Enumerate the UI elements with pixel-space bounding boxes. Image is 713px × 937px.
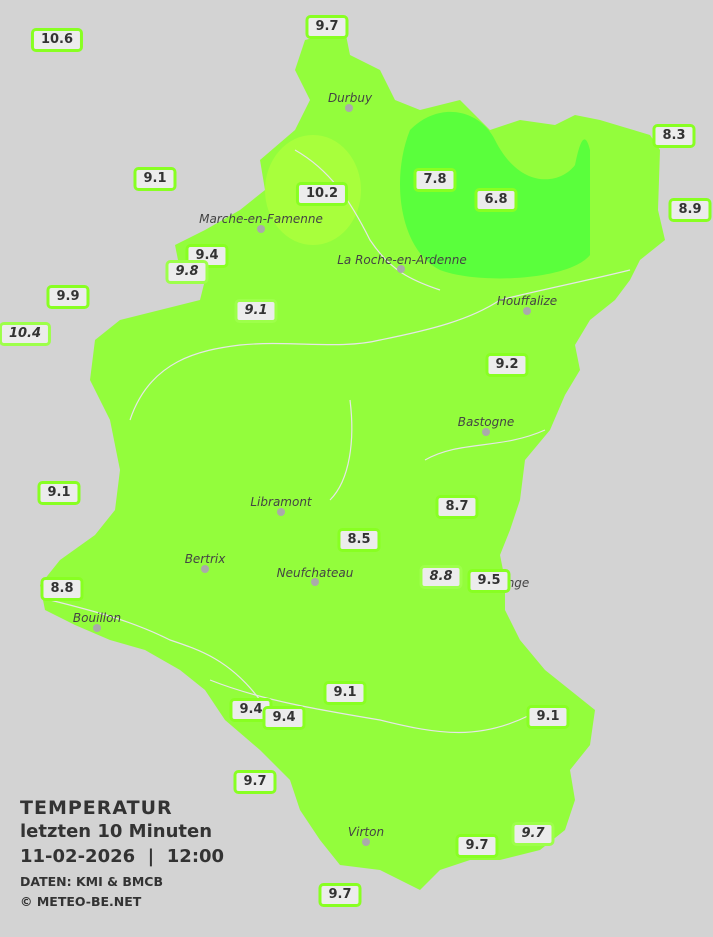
town-marker [311,578,319,586]
station-temperature-label: 9.9 [46,285,90,309]
town-label: nge [506,576,530,590]
legend-datetime: 11-02-2026 | 12:00 [20,846,225,867]
station-temperature-label: 8.3 [652,124,696,148]
station-temperature-label: 9.1 [323,681,367,705]
town-label: Virton [347,825,385,839]
station-temperature-label: 9.1 [37,481,81,505]
town-marker [482,428,490,436]
station-temperature-label: 9.1 [133,167,177,191]
town-marker [257,225,265,233]
station-temperature-label: 9.1 [234,299,278,323]
town-label: Neufchateau [276,566,354,580]
station-temperature-label: 9.7 [455,834,499,858]
town-label: Bastogne [457,415,515,429]
town-label: Libramont [250,495,312,509]
town-marker [93,624,101,632]
town-marker [345,104,353,112]
town-label: Bouillon [72,611,122,625]
town-label: Marche-en-Famenne [199,212,323,226]
station-temperature-label: 10.6 [30,28,84,52]
station-temperature-label: 9.7 [305,15,349,39]
town-label: Durbuy [327,91,373,105]
station-temperature-label: 8.8 [419,565,463,589]
station-temperature-label: 8.5 [337,528,381,552]
town-marker [277,508,285,516]
station-temperature-label: 8.8 [40,577,84,601]
legend: TEMPERATUR letzten 10 Minuten 11-02-2026… [20,796,224,912]
station-temperature-label: 9.7 [233,770,277,794]
station-temperature-label: 9.8 [165,260,209,284]
town-marker [397,265,405,273]
station-temperature-label: 8.7 [435,495,479,519]
station-temperature-label: 9.5 [467,569,511,593]
station-temperature-label: 8.9 [668,198,712,222]
town-marker [201,565,209,573]
legend-title: TEMPERATUR [20,797,173,819]
station-temperature-label: 7.8 [413,168,457,192]
station-temperature-label: 10.4 [0,322,52,346]
town-marker [362,838,370,846]
legend-period: letzten 10 Minuten [20,821,213,842]
station-temperature-label: 9.7 [318,883,362,907]
station-temperature-label: 10.2 [295,182,349,206]
station-temperature-label: 9.2 [485,353,529,377]
station-temperature-label: 9.7 [511,822,555,846]
town-label: La Roche-en-Ardenne [337,253,467,267]
borders [49,149,631,734]
station-temperature-label: 9.4 [262,706,306,730]
town-marker [523,307,531,315]
station-temperature-label: 6.8 [474,188,518,212]
legend-copyright: © METEO-BE.NET [20,894,142,909]
legend-source: DATEN: KMI & BMCB [20,874,164,889]
town-label: Houffalize [496,294,558,308]
station-temperature-label: 9.1 [526,705,570,729]
town-label: Bertrix [184,552,226,566]
